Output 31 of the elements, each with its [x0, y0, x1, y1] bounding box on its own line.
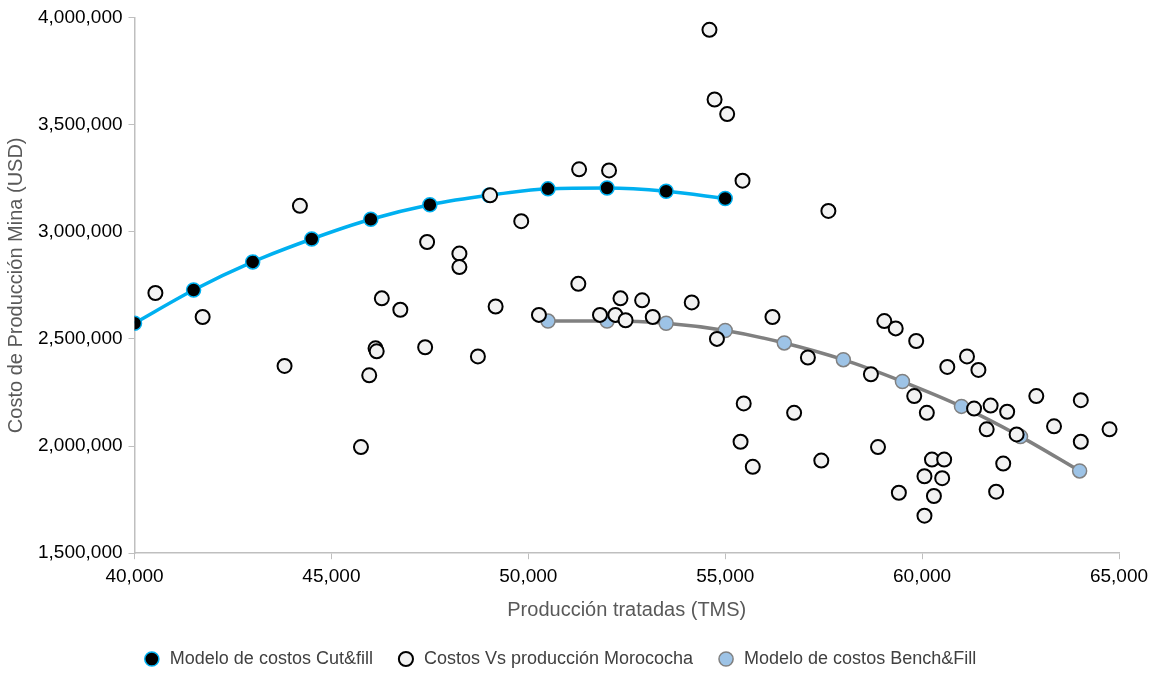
legend-label: Modelo de costos Cut&fill: [169, 647, 373, 668]
point: [422, 196, 438, 213]
point: [303, 231, 320, 247]
point: [658, 315, 674, 331]
x-axis-title: Producción tratadas (TMS): [507, 597, 747, 620]
y-tick-label: 3,000,000: [37, 219, 123, 241]
y-axis-title: Costo de Producción Mina (USD): [3, 137, 26, 434]
x-tick-label: 45,000: [302, 564, 361, 586]
x-tick-label: 50,000: [499, 564, 558, 586]
point: [717, 190, 733, 207]
point: [1071, 463, 1088, 479]
point: [540, 181, 556, 197]
x-tick-label: 55,000: [696, 564, 755, 586]
point: [244, 254, 261, 270]
legend-label: Costos Vs producción Morococha: [423, 647, 695, 668]
point: [894, 373, 911, 390]
point: [658, 183, 674, 199]
x-tick-label: 60,000: [893, 564, 952, 586]
point: [599, 180, 615, 196]
point: [776, 335, 793, 351]
y-tick-label: 4,000,000: [37, 5, 123, 27]
y-tick-label: 3,500,000: [37, 112, 123, 134]
x-tick-label: 65,000: [1089, 564, 1149, 586]
y-tick-label: 1,500,000: [37, 541, 123, 563]
point: [363, 211, 379, 228]
legend-label: Modelo de costos Bench&Fill: [744, 647, 977, 668]
y-tick-label: 2,500,000: [37, 327, 123, 349]
y-tick-label: 2,000,000: [37, 434, 123, 456]
point: [185, 282, 202, 298]
x-tick-label: 40,000: [105, 564, 164, 586]
point: [835, 351, 852, 368]
